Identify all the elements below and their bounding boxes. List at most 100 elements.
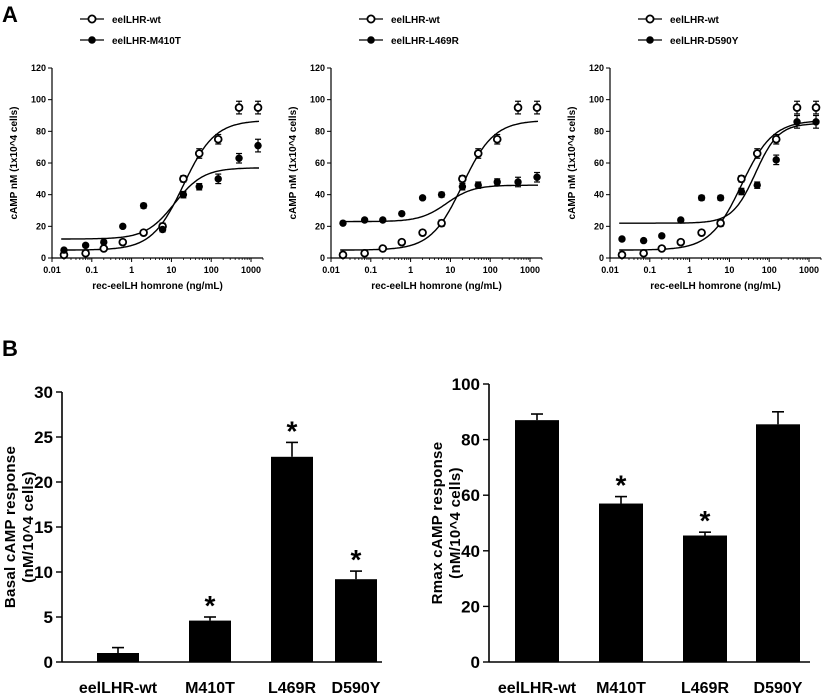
data-point-open: [532, 103, 542, 112]
data-point-filled: [772, 156, 780, 164]
data-point-filled: [658, 232, 666, 240]
x-tick-label: 0.1: [365, 265, 378, 275]
data-point-filled: [677, 216, 685, 224]
legend-label: eelLHR-wt: [670, 15, 720, 26]
data-point-filled: [418, 194, 427, 202]
legend-label: eelLHR-wt: [391, 15, 441, 26]
category-label: eelLHR-wt: [498, 680, 577, 697]
data-point-open: [771, 134, 781, 144]
y-tick-label: 0: [41, 253, 46, 263]
y-tick-label: 20: [36, 221, 46, 231]
y-tick-label: 80: [36, 126, 46, 136]
bar-4: [335, 579, 377, 662]
x-tick-label: 1: [408, 265, 413, 275]
significance-star: *: [700, 505, 711, 536]
data-point-filled: [360, 216, 369, 224]
data-point-filled: [618, 235, 626, 243]
data-point-open: [253, 103, 263, 112]
x-tick-label: 0.01: [43, 265, 61, 275]
data-point-open: [213, 134, 223, 144]
data-point-filled: [533, 173, 541, 181]
y-tick-label: 0: [599, 253, 604, 263]
x-tick-label: 10: [166, 265, 176, 275]
significance-star: *: [616, 470, 627, 501]
y-tick-label: 120: [31, 63, 46, 73]
bar-2: [599, 503, 643, 662]
category-label: D590Y: [332, 680, 381, 697]
bar-1: [97, 653, 139, 662]
category-label: eelLHR-wt: [79, 680, 158, 697]
data-point-open: [676, 237, 686, 247]
data-point-open: [81, 248, 90, 258]
data-point-filled: [235, 154, 243, 162]
y-tick-label: 40: [594, 190, 604, 200]
data-point-filled: [753, 181, 761, 189]
x-axis-label: rec-eelLH homrone (ng/mL): [650, 281, 781, 292]
data-point-filled: [812, 118, 820, 126]
y-tick-label: 120: [589, 63, 604, 73]
y-axis-label: cAMP nM (1x10^4 cells): [288, 107, 299, 220]
y-tick-label: 60: [315, 158, 325, 168]
y-tick-label: 60: [461, 486, 480, 505]
y-tick-label: 0: [320, 253, 325, 263]
data-point-filled: [639, 236, 648, 245]
data-point-filled: [514, 178, 522, 186]
dose-response-chart-3: 0 20 40 60 80 100 120 0.01 0.1 1 10 100 1000 rec-eelL…: [567, 14, 822, 292]
y-tick-label: 60: [594, 158, 604, 168]
data-point-filled: [339, 219, 347, 227]
significance-star: *: [205, 590, 216, 621]
data-point-filled: [493, 178, 501, 186]
category-label: L469R: [268, 680, 316, 697]
y-tick-label: 30: [34, 383, 53, 402]
y-tick-label: 5: [44, 608, 53, 627]
bar-1: [515, 420, 559, 662]
fit-curve-1: [619, 120, 818, 251]
data-point-filled: [60, 246, 68, 254]
legend-marker-open: [87, 14, 97, 24]
data-point-filled: [697, 194, 706, 202]
x-tick-label: 1: [129, 265, 134, 275]
legend-marker-filled: [367, 36, 375, 44]
data-point-filled: [254, 141, 262, 150]
bar-3: [271, 456, 313, 662]
x-axis-label: rec-eelLH homrone (ng/mL): [371, 281, 502, 292]
y-tick-label: 120: [310, 63, 325, 73]
data-point-filled: [179, 190, 188, 199]
y-tick-label: 100: [452, 375, 480, 394]
y-tick-label: 10: [34, 563, 53, 582]
data-point-open: [179, 174, 188, 184]
legend-marker-open: [645, 14, 655, 24]
data-point-filled: [100, 238, 108, 246]
data-point-open: [697, 228, 706, 237]
y-tick-label: 20: [594, 221, 604, 231]
legend-label: eelLHR-L469R: [391, 36, 460, 47]
data-point-open: [378, 244, 388, 253]
data-point-open: [716, 218, 725, 228]
y-tick-label: 20: [34, 473, 53, 492]
data-point-open: [617, 250, 627, 260]
x-tick-label: 1000: [241, 265, 261, 275]
y-tick-label: 60: [36, 158, 46, 168]
y-tick-label: 0: [44, 653, 53, 672]
x-tick-label: 0.1: [86, 265, 99, 275]
data-point-filled: [195, 183, 203, 191]
panel-label-a: A: [2, 2, 18, 27]
y-axis-label: cAMP nM (1x10^4 cells): [9, 107, 20, 220]
data-point-filled: [716, 194, 725, 202]
x-tick-label: 0.1: [644, 265, 657, 275]
data-point-open: [118, 237, 128, 247]
y-axis-label-line2: (nM/10^4 cells): [20, 471, 37, 583]
y-tick-label: 100: [310, 95, 325, 105]
data-point-open: [639, 248, 648, 258]
y-tick-label: 40: [315, 190, 325, 200]
data-point-open: [234, 103, 244, 112]
x-tick-label: 100: [762, 265, 777, 275]
x-tick-label: 0.01: [322, 265, 340, 275]
fit-curve-2: [619, 123, 817, 224]
x-tick-label: 1000: [799, 265, 819, 275]
bar-4: [756, 424, 800, 662]
data-point-open: [397, 237, 407, 247]
data-point-open: [473, 149, 483, 158]
legend-label: eelLHR-D590Y: [670, 36, 739, 47]
